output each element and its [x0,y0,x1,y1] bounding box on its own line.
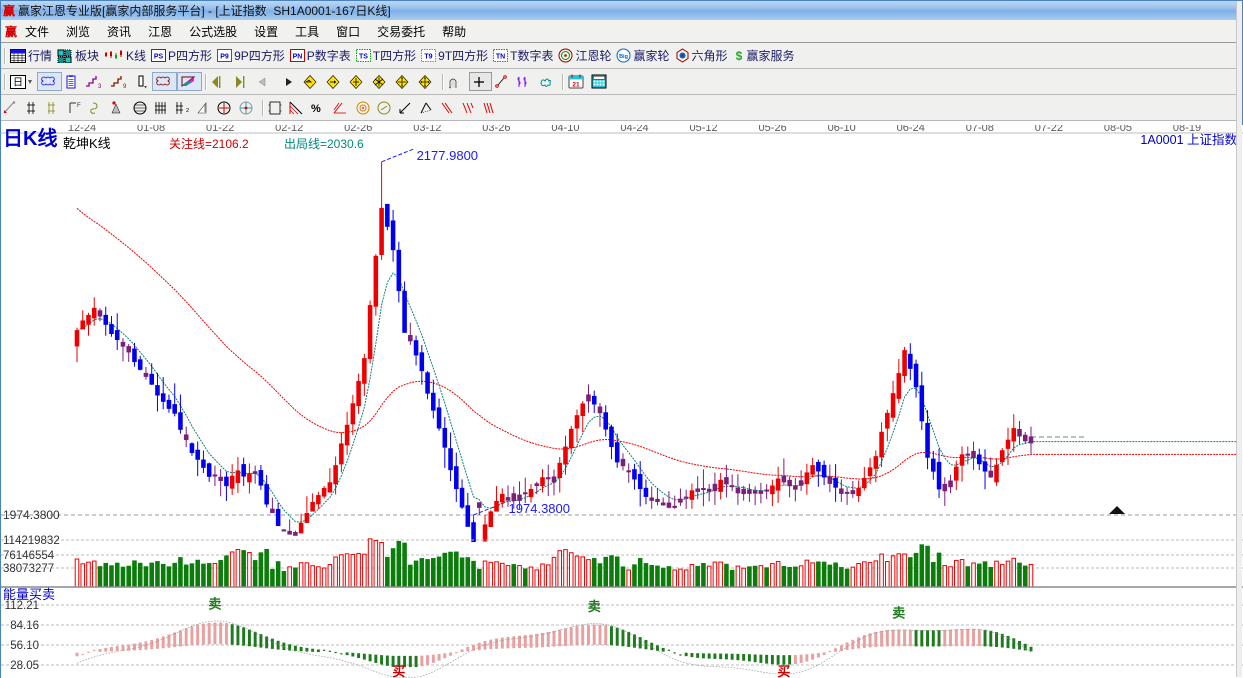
svg-text:05-12: 05-12 [689,125,717,134]
svg-text:01-22: 01-22 [206,125,234,134]
svg-text:出局线=2030.6: 出局线=2030.6 [284,137,364,151]
svg-text:03-12: 03-12 [413,125,441,134]
svg-text:05-26: 05-26 [759,125,787,134]
svg-text:%: % [311,103,321,115]
svg-text:06-10: 06-10 [828,125,856,134]
svg-text:能量买卖: 能量买卖 [3,587,55,602]
svg-text:04-24: 04-24 [620,125,648,134]
svg-text:12-24: 12-24 [68,125,96,134]
svg-text:56.10: 56.10 [10,640,39,652]
svg-text:1A0001 上证指数: 1A0001 上证指数 [1140,132,1237,147]
svg-text:$: $ [735,49,742,63]
svg-text:TS: TS [359,54,368,61]
svg-text:F: F [77,103,81,109]
svg-text:9: 9 [123,84,127,89]
svg-text:2: 2 [186,108,189,114]
svg-text:关注线=2106.2: 关注线=2106.2 [169,136,249,151]
svg-text:Big: Big [620,54,629,60]
svg-text:PN: PN [292,54,302,61]
svg-text:03-26: 03-26 [482,125,510,134]
svg-text:07-08: 07-08 [966,125,994,134]
svg-text:02-12: 02-12 [275,125,303,134]
svg-text:卖: 卖 [588,599,601,614]
svg-text:买: 买 [777,664,790,678]
svg-text:28.05: 28.05 [10,660,39,672]
svg-text:08-05: 08-05 [1104,125,1132,134]
svg-text:06-24: 06-24 [897,125,925,134]
svg-text:76146554: 76146554 [3,550,55,562]
svg-text:01-08: 01-08 [137,125,165,134]
svg-text:02-26: 02-26 [344,125,372,134]
svg-text:TN: TN [496,54,505,61]
svg-text:3: 3 [98,84,102,89]
svg-text:日K线: 日K线 [3,126,57,150]
svg-text:买: 买 [392,664,405,678]
svg-text:1974.3800: 1974.3800 [509,501,570,516]
svg-text:04-10: 04-10 [551,125,579,134]
svg-text:84.16: 84.16 [10,620,39,632]
svg-text:T9: T9 [425,54,433,61]
svg-text:07-22: 07-22 [1035,125,1063,134]
svg-text:卖: 卖 [892,606,905,621]
svg-text:卖: 卖 [208,597,221,612]
svg-text:日: 日 [13,77,23,88]
svg-text:2177.9800: 2177.9800 [417,148,478,163]
svg-text:P9: P9 [220,54,229,61]
svg-text:21: 21 [572,82,580,89]
svg-text:114219832: 114219832 [3,535,60,547]
svg-text:乾坤K线: 乾坤K线 [63,136,111,151]
svg-text:38073277: 38073277 [3,563,54,575]
svg-text:1974.3800: 1974.3800 [3,508,60,522]
svg-text:PS: PS [154,54,164,61]
